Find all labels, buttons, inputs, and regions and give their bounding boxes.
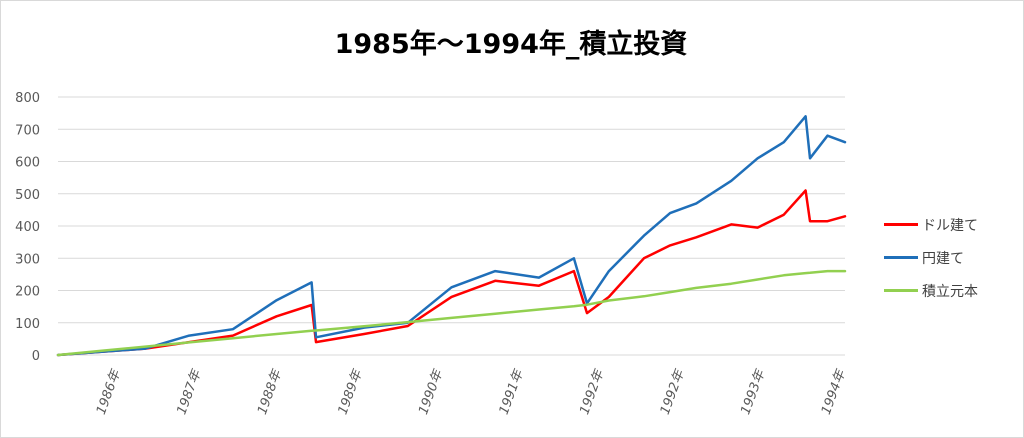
legend-label-dollar: ドル建て [922, 217, 978, 234]
series-line-principal [56, 269, 847, 357]
legend-item-principal: 積立元本 [884, 274, 978, 307]
x-tick-label: 1994年 [819, 366, 850, 416]
y-tick-label: 800 [15, 91, 40, 106]
legend-label-principal: 積立元本 [922, 283, 978, 300]
x-tick-label: 1988年 [255, 366, 286, 416]
legend-swatch-dollar [884, 223, 918, 226]
legend-swatch-yen [884, 256, 918, 259]
y-tick-label: 100 [15, 317, 40, 332]
y-tick-label: 500 [15, 188, 40, 203]
legend: ドル建て 円建て 積立元本 [884, 208, 978, 307]
x-tick-label: 1993年 [738, 366, 769, 416]
y-tick-label: 600 [15, 156, 40, 171]
y-tick-label: 700 [15, 123, 40, 138]
x-tick-label: 1992年 [658, 366, 689, 416]
x-tick-label: 1989年 [336, 366, 367, 416]
y-tick-label: 200 [15, 285, 40, 300]
x-tick-label: 1992年 [577, 366, 608, 416]
y-tick-label: 400 [15, 220, 40, 235]
legend-item-yen: 円建て [884, 241, 978, 274]
x-tick-label: 1990年 [416, 366, 447, 416]
chart-title: 1985年～1994年_積立投資 [334, 29, 688, 60]
series-line-yen [56, 115, 847, 357]
y-tick-label: 0 [32, 349, 40, 364]
y-tick-label: 300 [15, 252, 40, 267]
series-line-dollar [56, 189, 847, 357]
x-tick-label: 1986年 [94, 366, 125, 416]
x-tick-label: 1991年 [497, 366, 528, 416]
x-tick-label: 1987年 [174, 366, 205, 416]
legend-label-yen: 円建て [922, 250, 964, 267]
legend-swatch-principal [884, 289, 918, 292]
legend-item-dollar: ドル建て [884, 208, 978, 241]
